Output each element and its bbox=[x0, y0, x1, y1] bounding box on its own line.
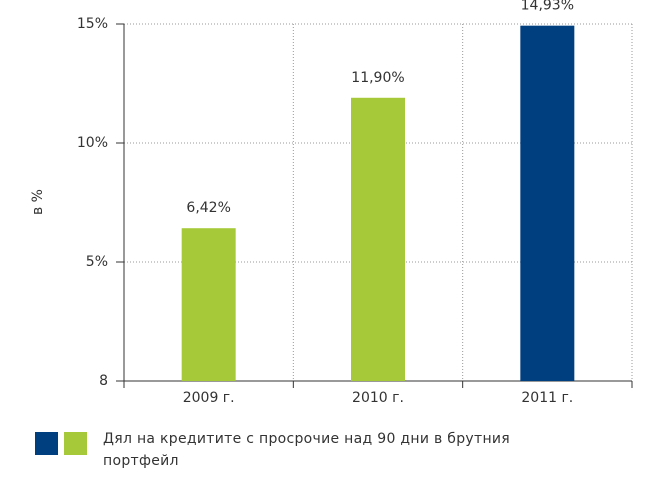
x-tick-label: 2011 г. bbox=[521, 390, 573, 406]
legend-swatch bbox=[64, 432, 87, 455]
y-tick-label: 8 bbox=[99, 373, 108, 389]
bar bbox=[520, 25, 575, 381]
legend-swatch bbox=[35, 432, 58, 455]
y-tick-label: 15% bbox=[77, 16, 108, 32]
y-axis-label: в % bbox=[30, 189, 46, 215]
value-label: 11,90% bbox=[351, 70, 404, 86]
x-tick-label: 2009 г. bbox=[183, 390, 235, 406]
value-label: 14,93% bbox=[521, 0, 574, 14]
bar bbox=[351, 97, 405, 381]
bar bbox=[181, 228, 236, 381]
y-tick-label: 5% bbox=[86, 254, 108, 270]
value-label: 6,42% bbox=[186, 200, 230, 216]
legend-label: Дял на кредитите с просрочие над 90 дни … bbox=[103, 431, 511, 469]
x-tick-label: 2010 г. bbox=[352, 390, 404, 406]
y-tick-label: 10% bbox=[77, 135, 108, 151]
